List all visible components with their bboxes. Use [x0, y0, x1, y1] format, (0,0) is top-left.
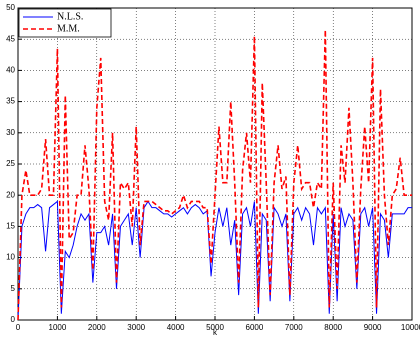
- y-tick-label: 5: [11, 284, 16, 293]
- series-line: [17, 200, 412, 321]
- series-line: [17, 29, 412, 321]
- y-tick-label: 0: [11, 315, 16, 324]
- x-tick-label: 4000: [167, 323, 185, 332]
- x-tick-label: 10000: [401, 323, 420, 332]
- y-tick-label: 30: [6, 128, 15, 137]
- y-tick-label: 10: [6, 253, 15, 262]
- x-axis-label: k: [213, 328, 218, 337]
- x-tick-label: 7000: [285, 323, 303, 332]
- legend-label: M.M.: [57, 23, 80, 34]
- y-tick-label: 20: [6, 190, 15, 199]
- y-tick-label: 15: [6, 222, 15, 231]
- x-tick-label: 0: [16, 323, 21, 332]
- x-tick-label: 2000: [88, 323, 106, 332]
- y-tick-label: 45: [6, 34, 15, 43]
- x-tick-label: 8000: [324, 323, 342, 332]
- x-tick-label: 3000: [127, 323, 145, 332]
- y-tick-label: 35: [6, 97, 15, 106]
- x-tick-label: 5000: [206, 323, 224, 332]
- y-tick-label: 40: [6, 66, 15, 75]
- x-tick-label: 1000: [49, 323, 67, 332]
- legend-box: [18, 8, 112, 38]
- y-tick-label: 25: [6, 159, 15, 168]
- x-tick-label: 6000: [246, 323, 264, 332]
- legend-label: N.L.S.: [57, 11, 83, 22]
- y-tick-label: 50: [6, 3, 15, 12]
- x-tick-label: 9000: [364, 323, 382, 332]
